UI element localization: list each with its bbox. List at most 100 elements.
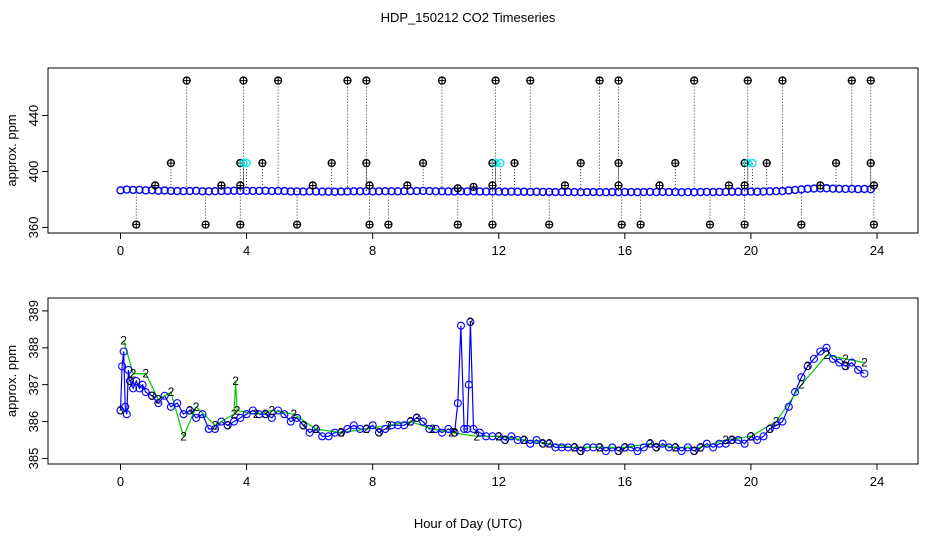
- series-marker-label: 2: [647, 437, 654, 451]
- data-point: [734, 435, 743, 445]
- data-point: [791, 388, 800, 397]
- outlier-point-cross: [867, 159, 875, 167]
- data-point: [437, 428, 447, 437]
- series-marker-label: 2: [697, 440, 704, 454]
- series-marker-label: 3: [413, 411, 420, 425]
- data-point: [450, 428, 459, 437]
- outlier-point-cross: [362, 159, 370, 167]
- outlier-point-cross: [132, 221, 140, 229]
- data-point: [797, 373, 806, 382]
- data-point: [141, 388, 150, 397]
- data-point: [828, 354, 837, 363]
- outlier-point-cross: [236, 181, 244, 189]
- data-point: [784, 402, 793, 411]
- series-marker-label: 2: [773, 415, 780, 429]
- data-point: [466, 317, 475, 327]
- data-point: [129, 384, 138, 393]
- outlier-point-cross: [403, 181, 411, 189]
- outlier-point-cross: [870, 221, 878, 229]
- y-tick-label: 389: [26, 300, 41, 322]
- series-marker-label: 3: [729, 433, 736, 447]
- data-point: [633, 447, 642, 456]
- data-point: [192, 413, 201, 422]
- outlier-point-cross: [438, 77, 446, 85]
- x-tick-label: 4: [243, 243, 250, 258]
- y-tick-label: 440: [26, 105, 41, 127]
- series-marker-label: 2: [448, 426, 455, 440]
- outlier-point-cross: [343, 77, 351, 85]
- data-point: [601, 447, 610, 456]
- outlier-point-cross: [236, 221, 244, 229]
- x-tick-label: 8: [369, 474, 376, 489]
- outlier-point-cross: [366, 181, 374, 189]
- data-point: [124, 365, 133, 374]
- outlier-point-cross: [741, 221, 749, 229]
- series-marker-label: 3: [502, 433, 509, 447]
- data-point: [727, 435, 737, 445]
- series-marker-label: 3: [262, 407, 269, 421]
- series-marker-label: 2: [546, 437, 553, 451]
- data-point: [132, 376, 141, 386]
- data-point: [646, 439, 655, 448]
- bottom-panel: 0 4 8 12 16 20 24 385 386 387 388 389 approx. ppm 3 3 3…: [4, 297, 919, 489]
- series-marker-label: 2: [861, 356, 868, 370]
- series-marker-label: 3: [224, 418, 231, 432]
- data-point: [464, 380, 473, 389]
- flagged-point: [491, 158, 500, 168]
- x-tick-label: 24: [870, 243, 884, 258]
- data-point: [759, 432, 768, 441]
- data-point: [460, 424, 469, 434]
- series-marker-label: 3: [467, 315, 474, 329]
- series-marker-label: 3: [615, 444, 622, 458]
- figure-title: HDP_150212 CO2 Timeseries: [381, 10, 556, 25]
- data-point: [835, 358, 844, 367]
- data-point: [330, 428, 339, 437]
- data-point: [582, 443, 592, 452]
- data-point: [173, 399, 182, 408]
- data-point: [482, 432, 491, 441]
- data-point: [368, 421, 377, 430]
- data-point: [387, 421, 396, 430]
- series-marker-label: 3: [149, 389, 156, 403]
- outlier-point-cross: [526, 77, 534, 85]
- data-point: [746, 432, 755, 441]
- data-point: [122, 410, 131, 419]
- data-point: [292, 413, 302, 422]
- x-tick-label: 0: [117, 474, 124, 489]
- data-point: [349, 421, 358, 430]
- data-point: [286, 417, 295, 426]
- data-point: [608, 443, 617, 452]
- data-point: [179, 410, 188, 419]
- series-marker-label: 2: [473, 429, 480, 443]
- data-point: [343, 424, 352, 434]
- outlier-point-cross: [615, 77, 623, 85]
- data-point: [456, 321, 465, 330]
- data-point: [255, 410, 264, 419]
- outlier-point-cross: [744, 77, 752, 85]
- data-point: [809, 354, 819, 363]
- data-point: [444, 424, 453, 434]
- outlier-point-cross: [202, 221, 210, 229]
- data-point: [677, 447, 686, 456]
- data-point: [274, 406, 283, 415]
- outlier-point-cross: [167, 159, 175, 167]
- outlier-point-cross: [615, 159, 623, 167]
- series-marker-label: 3: [338, 426, 345, 440]
- x-axis-label: Hour of Day (UTC): [414, 516, 522, 531]
- data-point: [400, 421, 409, 430]
- data-point: [702, 439, 711, 448]
- data-point: [305, 428, 314, 437]
- data-point: [185, 406, 194, 415]
- flagged-point: [748, 158, 757, 168]
- data-point: [526, 439, 535, 448]
- data-point: [318, 432, 327, 441]
- series-marker-label: 2: [429, 422, 436, 436]
- data-point: [847, 358, 856, 367]
- data-point: [513, 435, 522, 445]
- outlier-point-cross: [274, 77, 282, 85]
- series-marker-label: 2: [495, 429, 502, 443]
- series-marker-label: 3: [376, 426, 383, 440]
- data-point: [778, 417, 787, 426]
- outlier-point-cross: [615, 181, 623, 189]
